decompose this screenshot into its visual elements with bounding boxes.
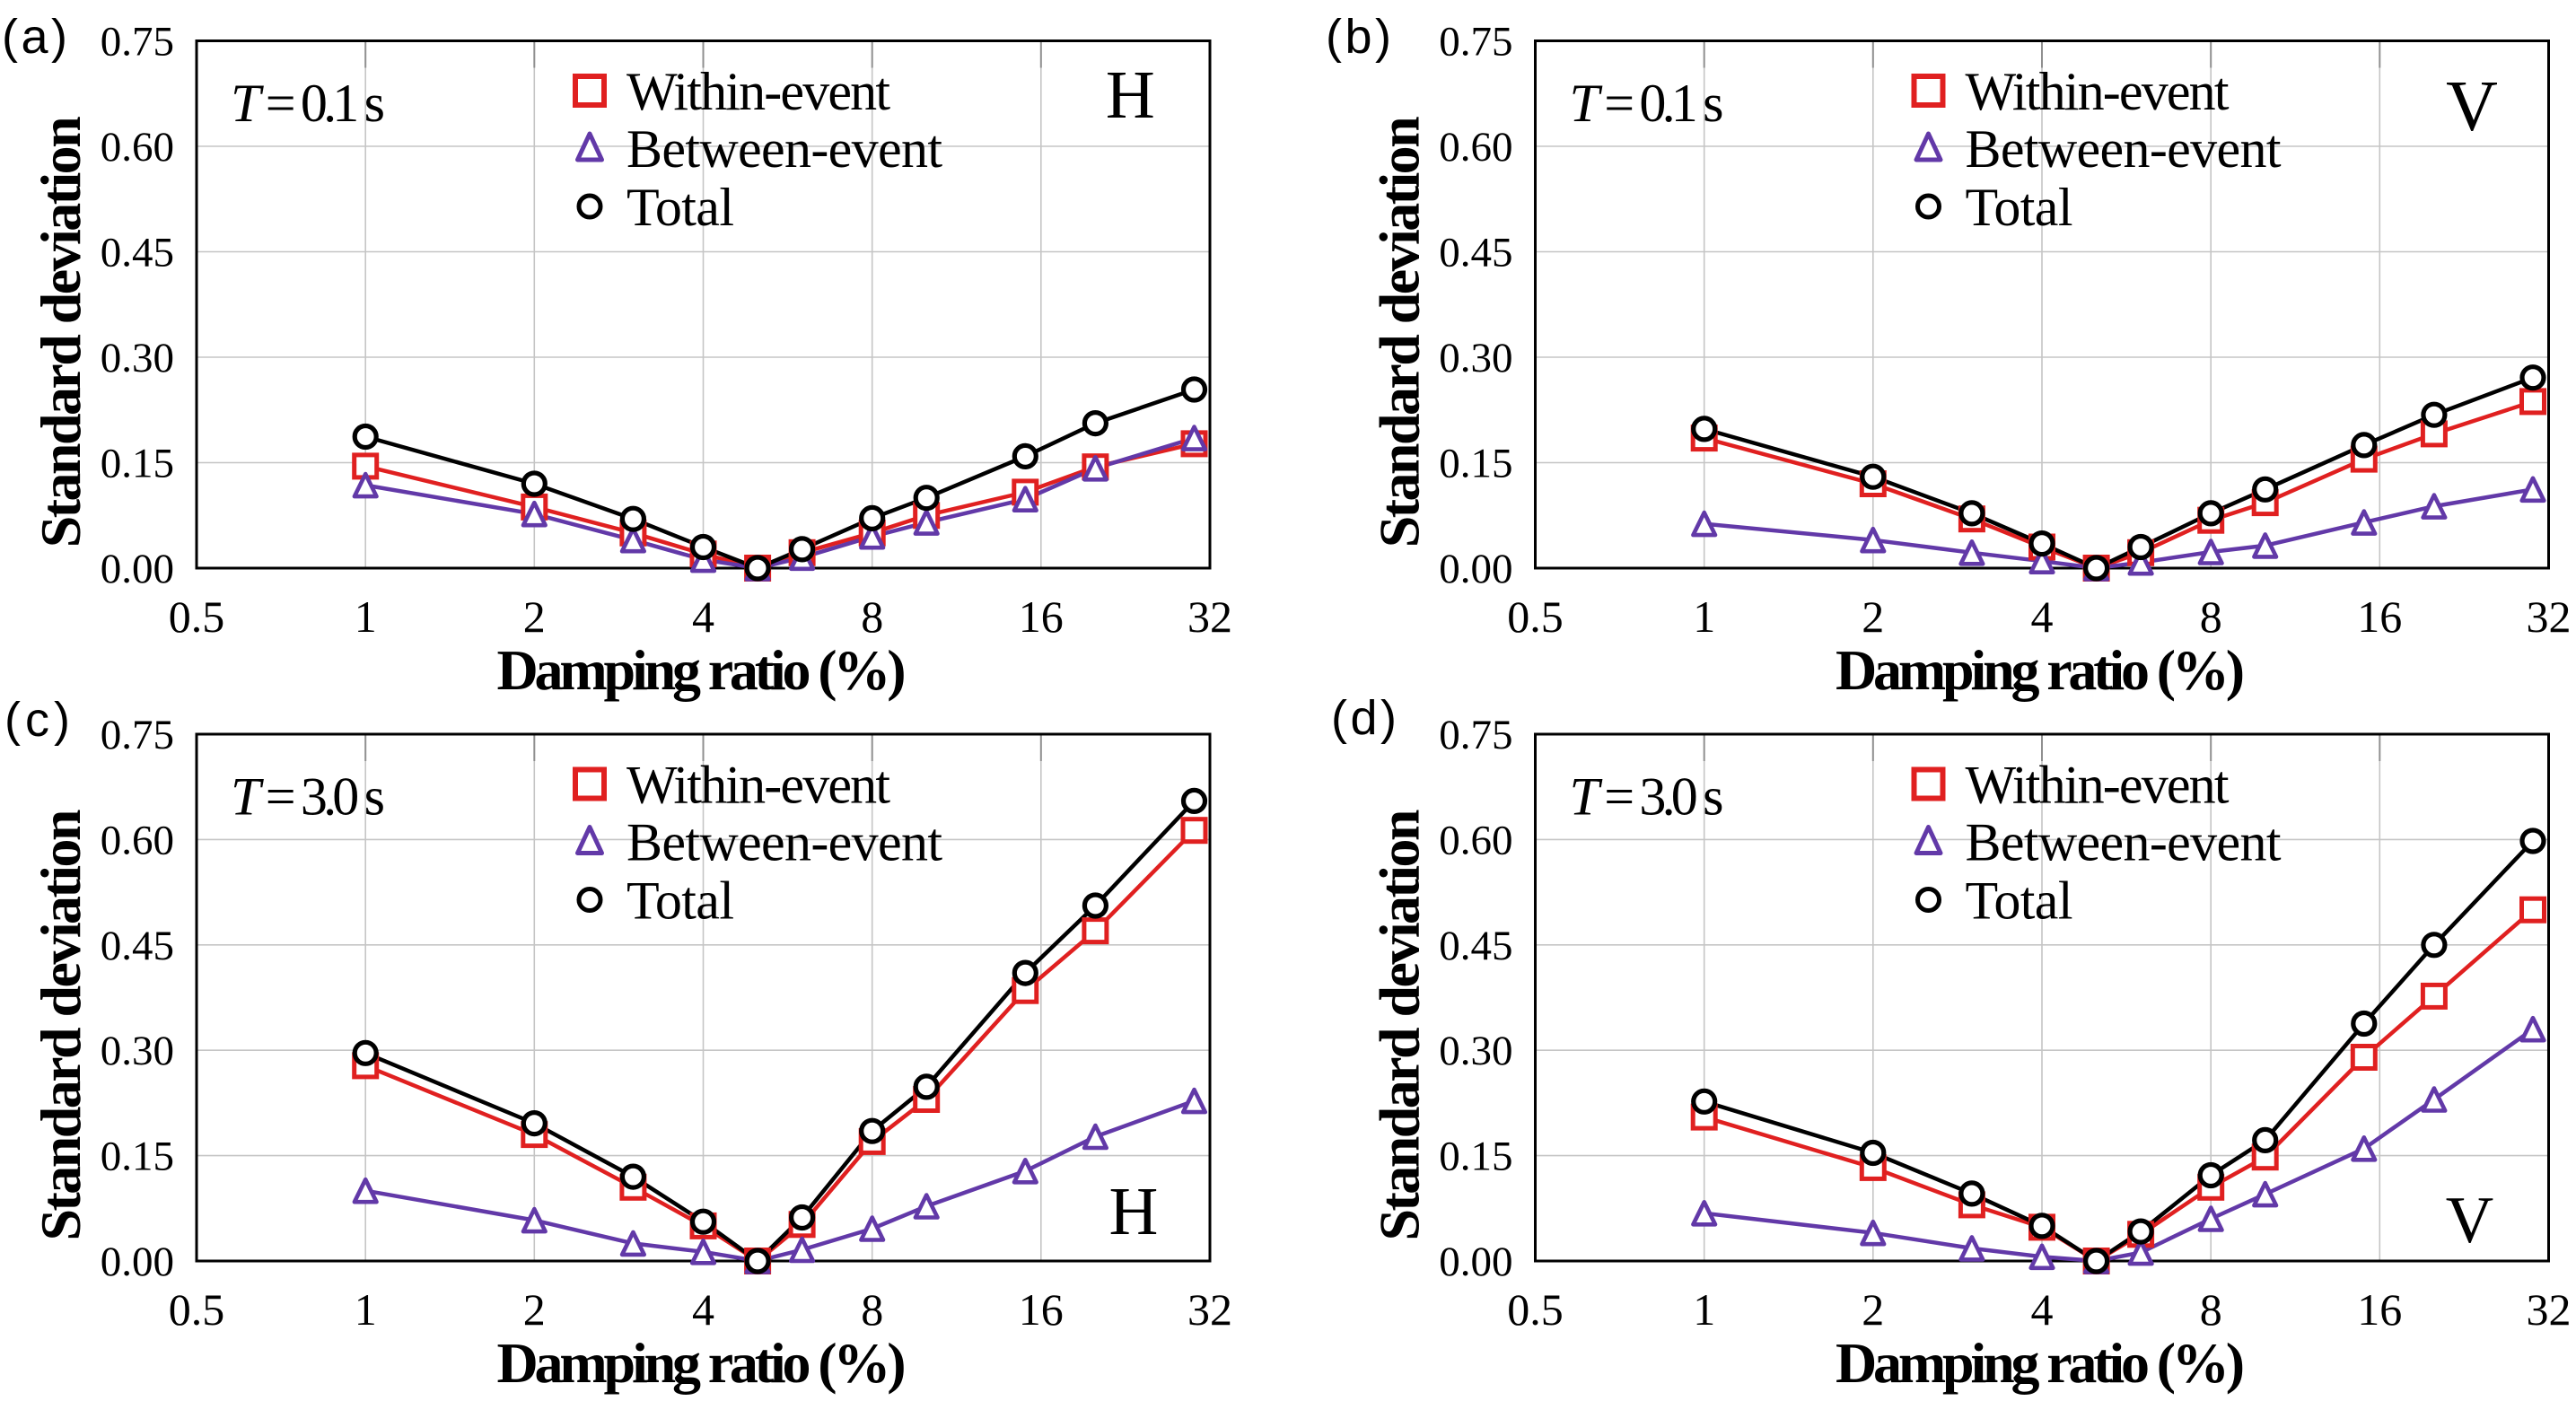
svg-text:8: 8 xyxy=(861,1284,883,1335)
svg-text:0.00: 0.00 xyxy=(1439,1239,1512,1285)
svg-text:8: 8 xyxy=(861,591,883,642)
svg-text:8: 8 xyxy=(2200,1284,2222,1335)
svg-text:V: V xyxy=(2446,67,2498,146)
svg-text:T = 3.0 s: T = 3.0 s xyxy=(1570,767,1724,827)
svg-text:Damping ratio (%): Damping ratio (%) xyxy=(497,638,907,702)
svg-text:H: H xyxy=(1106,57,1155,133)
svg-text:T = 3.0 s: T = 3.0 s xyxy=(231,767,385,827)
svg-text:0.75: 0.75 xyxy=(101,19,174,66)
svg-text:H: H xyxy=(1109,1174,1159,1249)
svg-text:0.45: 0.45 xyxy=(1439,923,1512,969)
svg-text:Within-event: Within-event xyxy=(1966,756,2230,815)
svg-text:T = 0.1 s: T = 0.1 s xyxy=(231,74,385,133)
svg-text:Within-event: Within-event xyxy=(626,62,890,121)
svg-text:8: 8 xyxy=(2200,591,2222,642)
svg-text:Between-event: Between-event xyxy=(626,813,942,872)
svg-text:0.75: 0.75 xyxy=(101,712,174,758)
svg-text:32: 32 xyxy=(2527,591,2572,642)
svg-text:32: 32 xyxy=(1187,1284,1232,1335)
svg-text:0.30: 0.30 xyxy=(1439,335,1512,381)
svg-text:0.5: 0.5 xyxy=(169,591,225,642)
svg-text:Total: Total xyxy=(626,178,734,237)
svg-text:Between-event: Between-event xyxy=(626,119,942,179)
svg-text:(d): (d) xyxy=(1331,691,1397,745)
svg-text:Total: Total xyxy=(1966,871,2073,931)
svg-text:2: 2 xyxy=(523,591,546,642)
svg-text:Damping ratio (%): Damping ratio (%) xyxy=(1836,1331,2245,1395)
svg-text:Damping ratio (%): Damping ratio (%) xyxy=(497,1331,907,1395)
svg-text:Within-event: Within-event xyxy=(1966,62,2230,121)
svg-text:1: 1 xyxy=(1693,1284,1715,1335)
svg-text:(b): (b) xyxy=(1326,10,1391,64)
svg-text:0.60: 0.60 xyxy=(101,124,174,171)
svg-text:Standard deviation: Standard deviation xyxy=(29,116,92,547)
svg-text:2: 2 xyxy=(1862,1284,1884,1335)
svg-text:16: 16 xyxy=(1019,591,1064,642)
svg-text:(a): (a) xyxy=(2,10,67,64)
svg-text:0.30: 0.30 xyxy=(1439,1028,1512,1074)
svg-text:0.15: 0.15 xyxy=(101,441,174,487)
svg-text:0.15: 0.15 xyxy=(1439,1134,1512,1180)
svg-text:Standard deviation: Standard deviation xyxy=(1368,810,1432,1241)
svg-text:1: 1 xyxy=(355,591,377,642)
svg-text:0.5: 0.5 xyxy=(169,1284,225,1335)
svg-text:4: 4 xyxy=(692,1284,714,1335)
svg-text:32: 32 xyxy=(1187,591,1232,642)
svg-text:4: 4 xyxy=(692,591,714,642)
svg-text:0.15: 0.15 xyxy=(101,1134,174,1180)
svg-text:T = 0.1 s: T = 0.1 s xyxy=(1570,74,1724,133)
svg-text:Standard deviation: Standard deviation xyxy=(1368,116,1432,547)
svg-text:32: 32 xyxy=(2527,1284,2572,1335)
svg-text:0.60: 0.60 xyxy=(101,817,174,863)
svg-text:0.45: 0.45 xyxy=(101,230,174,276)
svg-text:0.75: 0.75 xyxy=(1439,712,1512,758)
svg-text:16: 16 xyxy=(1019,1284,1064,1335)
svg-text:Between-event: Between-event xyxy=(1966,119,2282,179)
svg-text:16: 16 xyxy=(2357,1284,2402,1335)
svg-text:Standard deviation: Standard deviation xyxy=(29,810,92,1241)
svg-text:0.45: 0.45 xyxy=(1439,230,1512,276)
svg-text:Damping ratio (%): Damping ratio (%) xyxy=(1836,638,2245,702)
svg-text:0.45: 0.45 xyxy=(101,923,174,969)
svg-text:Total: Total xyxy=(626,871,734,931)
svg-text:1: 1 xyxy=(1693,591,1715,642)
svg-text:(c): (c) xyxy=(4,693,70,747)
svg-text:0.75: 0.75 xyxy=(1439,19,1512,66)
svg-text:V: V xyxy=(2446,1184,2493,1257)
svg-text:1: 1 xyxy=(355,1284,377,1335)
svg-text:0.15: 0.15 xyxy=(1439,441,1512,487)
svg-text:0.60: 0.60 xyxy=(1439,817,1512,863)
svg-text:0.00: 0.00 xyxy=(101,546,174,592)
svg-text:16: 16 xyxy=(2357,591,2402,642)
svg-text:0.30: 0.30 xyxy=(101,335,174,381)
svg-text:0.00: 0.00 xyxy=(101,1239,174,1285)
svg-text:0.30: 0.30 xyxy=(101,1028,174,1074)
svg-text:0.5: 0.5 xyxy=(1507,1284,1564,1335)
svg-text:0.00: 0.00 xyxy=(1439,546,1512,592)
svg-text:0.5: 0.5 xyxy=(1507,591,1564,642)
svg-text:Total: Total xyxy=(1966,178,2073,237)
svg-text:0.60: 0.60 xyxy=(1439,124,1512,171)
svg-text:4: 4 xyxy=(2031,1284,2054,1335)
svg-text:4: 4 xyxy=(2031,591,2054,642)
svg-text:2: 2 xyxy=(523,1284,546,1335)
svg-text:Between-event: Between-event xyxy=(1966,813,2282,872)
svg-text:2: 2 xyxy=(1862,591,1884,642)
svg-text:Within-event: Within-event xyxy=(626,756,890,815)
